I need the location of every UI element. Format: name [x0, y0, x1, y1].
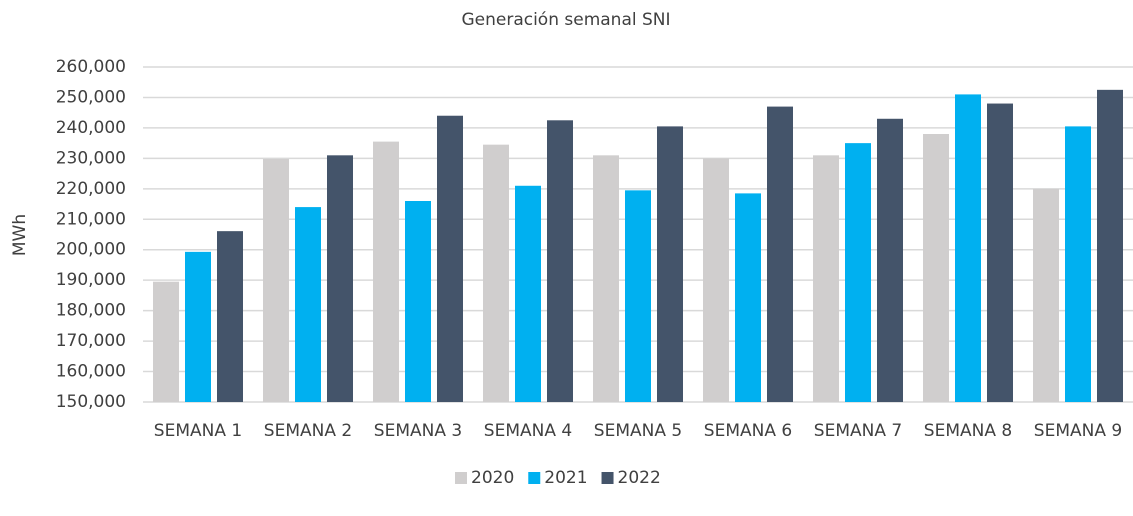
bar	[217, 231, 243, 402]
bar	[515, 185, 541, 402]
y-tick-label: 170,000	[56, 331, 126, 351]
y-tick-label: 180,000	[56, 301, 126, 321]
y-tick-label: 250,000	[56, 87, 126, 107]
bar	[593, 155, 619, 402]
bar	[955, 94, 981, 402]
y-tick-label: 260,000	[56, 57, 126, 77]
bar	[185, 251, 211, 402]
legend-swatch	[455, 472, 467, 484]
bar	[923, 134, 949, 402]
bar	[987, 103, 1013, 402]
bar	[373, 141, 399, 402]
bar	[703, 158, 729, 402]
x-tick-label: SEMANA 3	[373, 421, 463, 441]
bar	[483, 144, 509, 402]
y-tick-label: 220,000	[56, 179, 126, 199]
x-tick-label: SEMANA 6	[703, 421, 793, 441]
y-tick-label: 190,000	[56, 270, 126, 290]
legend-label: 2022	[618, 468, 661, 488]
legend-swatch	[601, 472, 614, 484]
x-tick-label: SEMANA 2	[263, 421, 353, 441]
y-tick-label: 150,000	[56, 392, 126, 412]
bar	[153, 281, 179, 402]
y-tick-label: 230,000	[56, 148, 126, 168]
y-tick-label: 240,000	[56, 118, 126, 138]
legend-label: 2021	[544, 468, 587, 488]
y-tick-label: 160,000	[56, 362, 126, 382]
x-tick-label: SEMANA 4	[483, 421, 573, 441]
x-tick-label: SEMANA 1	[153, 421, 243, 441]
y-tick-label: 200,000	[56, 240, 126, 260]
bar	[405, 201, 431, 402]
bar	[437, 115, 463, 403]
y-axis-label: MWh	[10, 214, 30, 256]
x-tick-label: SEMANA 5	[593, 421, 683, 441]
legend-swatch	[528, 472, 541, 484]
bar	[1033, 188, 1059, 402]
bar	[547, 120, 573, 402]
bar	[735, 193, 761, 402]
y-tick-label: 210,000	[56, 209, 126, 229]
x-tick-label: SEMANA 8	[923, 421, 1013, 441]
bar	[625, 190, 651, 402]
chart-title: Generación semanal SNI	[461, 10, 670, 30]
bar	[657, 126, 683, 403]
bar	[1097, 89, 1123, 402]
bar	[263, 158, 289, 402]
bar	[813, 155, 839, 402]
bar	[767, 106, 793, 402]
bar	[877, 118, 903, 402]
bar	[295, 207, 321, 402]
bar	[845, 143, 871, 403]
x-tick-label: SEMANA 9	[1033, 421, 1123, 441]
legend-label: 2020	[471, 468, 514, 488]
bar	[327, 155, 353, 402]
x-tick-label: SEMANA 7	[813, 421, 903, 441]
bar	[1065, 126, 1091, 403]
